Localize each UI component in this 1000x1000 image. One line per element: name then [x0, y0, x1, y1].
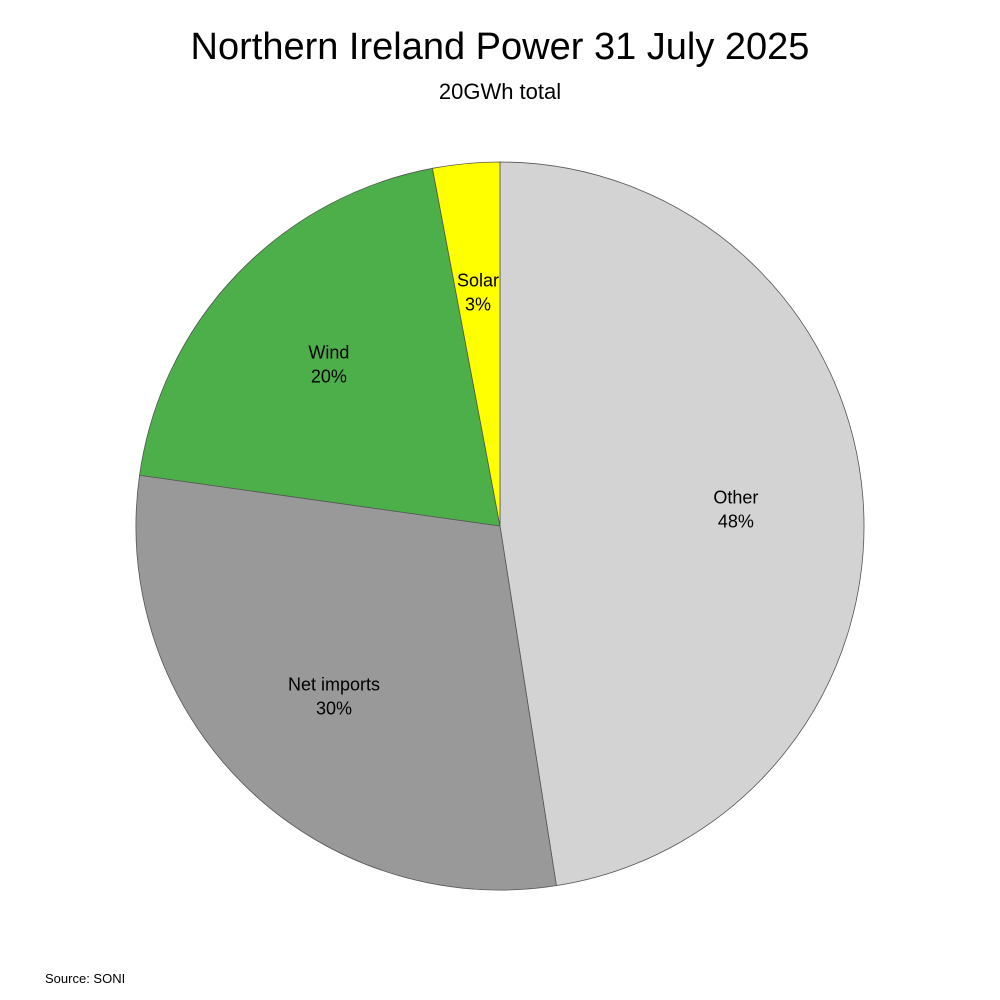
slice-label-net-imports: Net imports [288, 675, 380, 695]
slice-value-wind: 20% [311, 367, 347, 387]
slice-value-solar: 3% [465, 294, 491, 314]
source-note: Source: SONI [45, 971, 126, 986]
slice-value-net-imports: 30% [316, 699, 352, 719]
slice-label-wind: Wind [308, 343, 349, 363]
pie-labels: Other 48% Net imports 30% Wind 20% Solar 3% [288, 270, 758, 718]
pie-slice-wind [139, 167, 501, 527]
chart-title: Northern Ireland Power 31 July 2025 [190, 26, 810, 68]
pie-slice-other [499, 161, 865, 887]
pie-slices [135, 161, 865, 891]
chart-subtitle: 20GWh total [438, 79, 562, 104]
slice-label-other: Other [713, 488, 758, 508]
pie-slice-solar [431, 161, 501, 527]
pie-slice-net-imports [135, 474, 557, 891]
slice-label-solar: Solar [457, 270, 499, 290]
slice-value-other: 48% [718, 512, 754, 532]
